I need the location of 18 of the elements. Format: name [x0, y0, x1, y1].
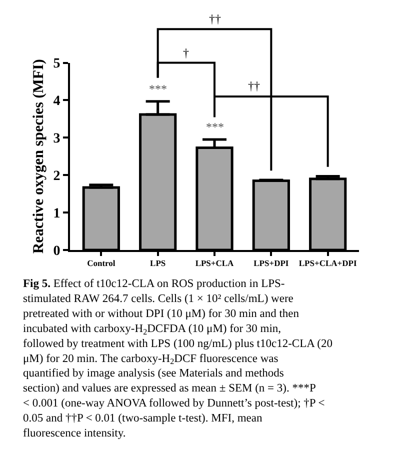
y-tick-label: 4 — [53, 94, 60, 110]
y-tick-label: 1 — [53, 206, 60, 222]
annotation: *** — [149, 82, 167, 96]
y-tick-label: 2 — [53, 169, 60, 184]
x-tick-label: LPS+CLA+DPI — [298, 258, 358, 268]
x-tick-label: LPS+DPI — [254, 258, 290, 268]
x-tick-label: LPS — [150, 258, 166, 268]
text: †† — [209, 12, 221, 26]
annotation: *** — [206, 120, 224, 134]
annotation: †† — [248, 79, 260, 93]
x-tick-label: LPS+CLA — [195, 258, 235, 268]
y-tick-label: 5 — [53, 56, 60, 72]
y-tick-label: 0 — [53, 244, 60, 259]
y-tick-label: 3 — [53, 132, 60, 147]
text: Fig 5. Effect of t10c12-CLA on ROS production in LPS-stimulated RAW 264.7 cells. Cells (1 × 10² cells/mL) were pretreated with or without DPI (10 μM) for 30 min and then incubated with carboxy-H$_{2}$DCFDA (10 μM) for 30 min, followed by treatment with LPS (100 ng/mL) plus t10c12-CLA (20 μM) for 20 min. The carboxy-H$_{2}$DCF fluorescence was quantified by image analysis (see Materials and methods section) and values are expressed as mean ± SEM (n = 3). ***P < 0.001 (one-way ANOVA followed by Dunnett’s post-test); †P < 0.05 and ††P < 0.01 (two-sample t-test). MFI, mean fluorescence intensity. — [23, 278, 333, 440]
text: † — [183, 46, 189, 60]
x-tick-label: Control — [87, 258, 116, 268]
y-axis-title: Reactive oxygen species (MFI) — [30, 59, 47, 254]
